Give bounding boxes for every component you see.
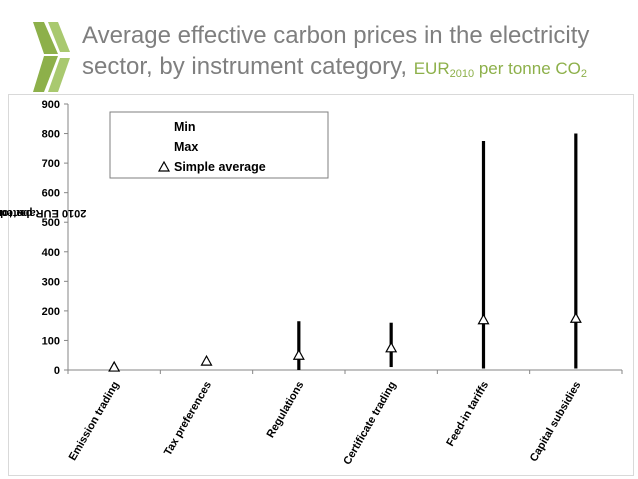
legend-label-average: Simple average xyxy=(174,160,266,174)
chart-unit: EUR2010 per tonne CO2 xyxy=(413,59,587,80)
x-tick-label: Tax preferences xyxy=(162,380,214,458)
average-marker xyxy=(385,341,398,353)
y-tick-label: 0 xyxy=(54,365,60,377)
average-marker xyxy=(200,354,213,366)
y-tick-label: 100 xyxy=(42,335,60,347)
average-marker xyxy=(108,360,121,372)
y-tick-label: 700 xyxy=(42,158,60,170)
x-tick-label: Certificate trading xyxy=(341,380,398,468)
legend-label-max: Max xyxy=(174,140,198,154)
chart-frame xyxy=(8,94,634,476)
y-tick-label: 400 xyxy=(42,247,60,259)
average-marker xyxy=(477,313,490,325)
x-tick-label: Feed-in tariffs xyxy=(444,380,491,449)
x-tick-label: Emission trading xyxy=(67,380,122,463)
chart-title: Average effective carbon prices in the e… xyxy=(82,22,590,80)
legend-label-min: Min xyxy=(174,120,196,134)
y-tick-label: 800 xyxy=(42,129,60,141)
x-tick-label: Capital subsidies xyxy=(528,380,584,464)
y-tick-label: 500 xyxy=(42,217,60,229)
oecd-logo xyxy=(33,22,70,92)
average-marker xyxy=(569,312,582,323)
y-tick-label: 200 xyxy=(42,306,60,318)
x-tick-label: Regulations xyxy=(265,380,307,441)
legend-average-marker xyxy=(157,160,171,172)
y-tick-label: 600 xyxy=(42,188,60,200)
y-tick-label: 300 xyxy=(42,276,60,288)
legend-box xyxy=(109,111,329,179)
average-marker xyxy=(292,348,305,360)
y-tick-label: 900 xyxy=(42,99,60,111)
